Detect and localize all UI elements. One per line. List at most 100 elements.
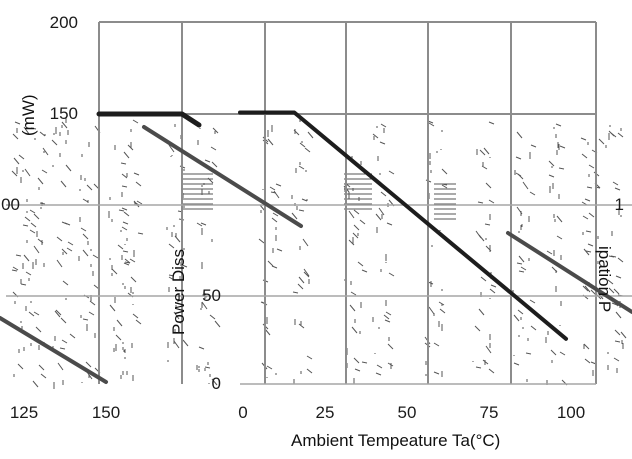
scan-noise-mark <box>357 261 364 267</box>
scan-noise-mark <box>69 333 76 339</box>
scan-noise-mark <box>304 147 311 153</box>
scan-noise-mark <box>582 215 589 220</box>
scan-noise-mark <box>306 368 313 374</box>
scan-noise-mark <box>484 223 491 226</box>
scan-noise-mark <box>614 187 621 191</box>
scan-noise-mark <box>297 283 304 290</box>
scan-noise-mark <box>209 314 216 320</box>
scan-noise-mark <box>352 232 359 239</box>
scan-noise-mark <box>584 285 591 293</box>
scan-noise-mark <box>387 343 394 350</box>
scan-noise-mark <box>82 233 89 240</box>
left-partial-y-label: (mW) <box>19 94 38 136</box>
scan-noise-mark <box>361 269 368 273</box>
scan-noise-mark <box>39 202 46 205</box>
scan-noise-mark <box>387 362 394 367</box>
scan-noise-mark <box>133 172 140 176</box>
x-tick-25: 25 <box>316 403 335 422</box>
scan-noise-layer <box>11 118 627 389</box>
scan-noise-mark <box>123 262 130 266</box>
scan-noise-mark <box>615 311 622 319</box>
scan-noise-mark <box>30 222 37 228</box>
scan-noise-mark <box>123 211 130 217</box>
scan-noise-mark <box>204 159 211 163</box>
scan-noise-mark <box>558 167 565 170</box>
scan-noise-mark <box>132 119 139 124</box>
scan-noise-mark <box>212 127 219 134</box>
scan-noise-mark <box>348 239 355 246</box>
scan-noise-mark <box>386 222 393 226</box>
scan-noise-mark <box>588 212 595 218</box>
scan-noise-mark <box>291 212 298 220</box>
scan-noise-mark <box>302 238 309 247</box>
scan-noise-mark <box>515 156 522 160</box>
scan-noise-mark <box>88 311 95 316</box>
y-tick-200: 200 <box>50 13 78 32</box>
scan-noise-mark <box>620 331 627 339</box>
scan-noise-mark <box>617 257 624 263</box>
scan-noise-mark <box>18 154 25 160</box>
scan-noise-mark <box>55 309 62 316</box>
scan-noise-mark <box>559 145 566 149</box>
scan-noise-mark <box>376 364 383 369</box>
scan-noise-mark <box>129 258 136 263</box>
scan-noise-mark <box>57 362 64 371</box>
scan-noise-mark <box>14 121 21 125</box>
scan-noise-mark <box>516 262 523 265</box>
scan-noise-mark <box>66 247 73 252</box>
scan-noise-mark <box>385 311 392 316</box>
scan-noise-mark <box>307 131 314 139</box>
scan-noise-mark <box>584 358 591 364</box>
scan-noise-mark <box>271 217 278 223</box>
scan-noise-mark <box>306 355 313 360</box>
scan-noise-mark <box>585 250 592 253</box>
scan-noise-mark <box>204 366 211 369</box>
scan-noise-mark <box>485 182 492 189</box>
scan-noise-mark <box>520 266 527 271</box>
scan-noise-mark <box>584 198 591 202</box>
scan-noise-mark <box>85 361 92 368</box>
scan-noise-mark <box>433 371 440 375</box>
scan-noise-mark <box>478 234 485 242</box>
chart-ticks: 0 25 50 75 100 125 150 0 50 150 200 00 1 <box>1 13 624 422</box>
scan-noise-mark <box>529 191 536 196</box>
scan-noise-mark <box>276 248 283 252</box>
scan-noise-mark <box>82 249 89 257</box>
x-tick-75: 75 <box>480 403 499 422</box>
scan-noise-mark <box>11 170 18 177</box>
scan-noise-mark <box>33 311 40 316</box>
ghost-curve-center <box>142 125 303 228</box>
scan-noise-mark <box>551 266 558 273</box>
scan-noise-mark <box>517 309 524 315</box>
scan-noise-mark <box>267 260 274 267</box>
scan-noise-mark <box>481 165 488 170</box>
scan-noise-mark <box>61 248 68 255</box>
scan-noise-mark <box>121 173 128 179</box>
scan-noise-mark <box>196 222 203 227</box>
scan-noise-mark <box>118 209 125 212</box>
scan-noise-mark <box>29 209 36 214</box>
x-left-tick-125: 125 <box>10 403 38 422</box>
scan-noise-mark <box>39 131 46 137</box>
scan-noise-mark <box>550 349 557 356</box>
scan-noise-mark <box>35 326 42 333</box>
scan-noise-mark <box>349 304 356 312</box>
scan-noise-mark <box>379 141 386 145</box>
scan-noise-mark <box>109 304 116 312</box>
x-tick-0: 0 <box>238 403 247 422</box>
scan-noise-mark <box>292 291 299 294</box>
scan-noise-mark <box>22 224 29 227</box>
scan-noise-mark <box>516 131 523 139</box>
scan-noise-mark <box>60 317 67 324</box>
scan-noise-mark <box>518 255 525 263</box>
scan-noise-mark <box>64 222 71 226</box>
scan-noise-mark <box>303 271 310 278</box>
scan-noise-mark <box>121 207 128 211</box>
scan-noise-mark <box>175 320 182 324</box>
scan-noise-mark <box>61 339 68 344</box>
scan-noise-mark <box>214 320 221 328</box>
scan-noise-mark <box>488 199 495 204</box>
